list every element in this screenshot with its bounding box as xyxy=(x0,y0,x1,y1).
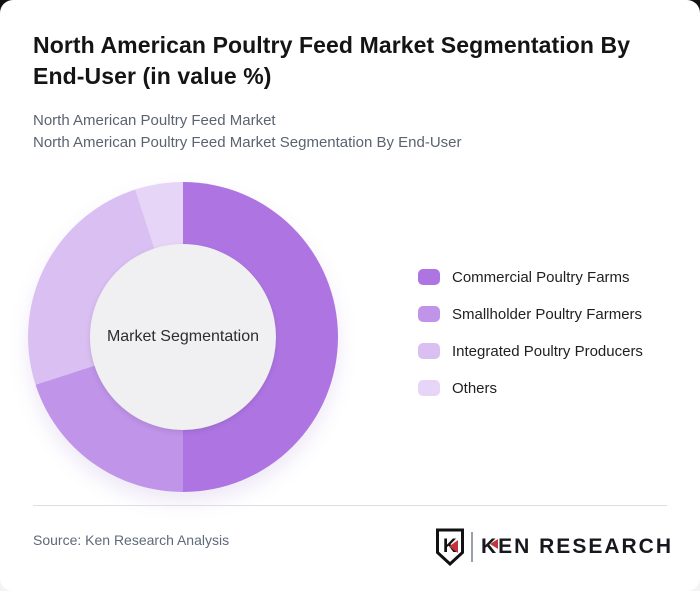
logo-wordmark: KEN RESEARCH xyxy=(481,535,673,559)
chart-legend: Commercial Poultry Farms Smallholder Pou… xyxy=(418,268,643,397)
donut-hole: Market Segmentation xyxy=(90,244,276,430)
chart-title: North American Poultry Feed Market Segme… xyxy=(33,32,631,89)
legend-item: Smallholder Poultry Farmers xyxy=(418,305,643,323)
legend-item: Commercial Poultry Farms xyxy=(418,268,643,286)
legend-item: Others xyxy=(418,379,643,397)
ken-research-logo: K KEN RESEARCH xyxy=(435,527,673,567)
logo-divider xyxy=(470,532,473,562)
logo-red-triangle-icon xyxy=(489,539,498,549)
subtitle-line-2: North American Poultry Feed Market Segme… xyxy=(33,134,462,151)
source-text: Source: Ken Research Analysis xyxy=(33,532,230,548)
legend-label: Smallholder Poultry Farmers xyxy=(452,305,643,323)
legend-swatch xyxy=(418,343,440,359)
footer-divider xyxy=(33,505,667,506)
legend-swatch xyxy=(418,306,440,322)
legend-label: Commercial Poultry Farms xyxy=(452,268,630,286)
logo-shield-icon: K xyxy=(435,528,464,566)
subtitle-line-1: North American Poultry Feed Market xyxy=(33,112,276,129)
legend-swatch xyxy=(418,269,440,285)
chart-subtitle: North American Poultry Feed Market North… xyxy=(33,110,462,154)
legend-swatch xyxy=(418,380,440,396)
legend-item: Integrated Poultry Producers xyxy=(418,342,643,360)
legend-label: Others xyxy=(452,379,498,397)
donut-chart: Market Segmentation xyxy=(28,182,338,492)
legend-label: Integrated Poultry Producers xyxy=(452,342,643,360)
donut-center-label: Market Segmentation xyxy=(106,328,260,345)
logo-text: KEN RESEARCH xyxy=(480,535,673,558)
